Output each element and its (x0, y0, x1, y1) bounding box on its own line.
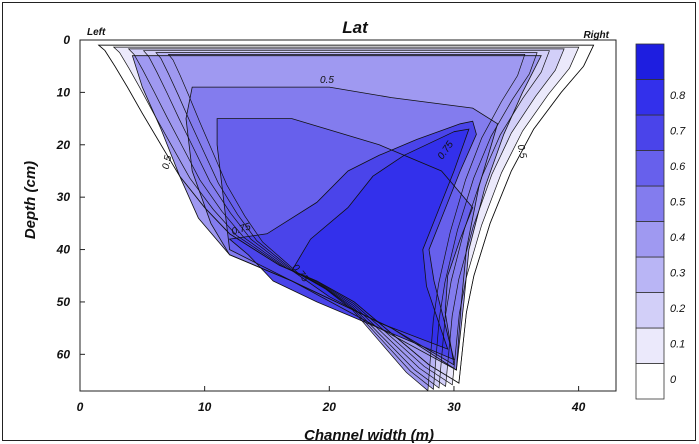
contour-line (127, 48, 565, 388)
colorbar: 0 0.1 0.2 0.3 0.4 0.5 0.6 0.7 0.8 (635, 43, 686, 400)
colorbar-tick-label: 0.3 (670, 268, 686, 280)
x-tick-label: 10 (198, 400, 212, 414)
contour-line (142, 50, 550, 389)
colorbar-tick-label: 0 (670, 374, 677, 386)
colorbar-swatch (635, 256, 665, 293)
y-tick-label: 0 (63, 33, 70, 47)
contour-fills (98, 45, 594, 391)
contour-label: 0.5 (320, 75, 334, 86)
colorbar-tick-label: 0.4 (670, 232, 685, 244)
colorbar-swatch (635, 292, 665, 329)
colorbar-tick-label: 0.7 (670, 126, 686, 138)
y-axis-label: Depth (cm) (22, 161, 39, 239)
axis-ticks: 0 10 20 30 40 0 10 20 30 40 50 60 (56, 33, 586, 414)
contour-line (131, 55, 542, 371)
colorbar-swatch (635, 221, 665, 258)
colorbar-swatch (635, 363, 665, 400)
y-tick-label: 60 (57, 347, 71, 361)
right-bank-label: Right (583, 30, 609, 41)
colorbar-tick-label: 0.8 (670, 90, 686, 102)
y-tick-label: 30 (57, 190, 71, 204)
x-tick-label: 20 (322, 400, 337, 414)
left-bank-label: Left (87, 27, 106, 38)
colorbar-swatch (635, 150, 665, 187)
colorbar-tick-label: 0.6 (670, 161, 686, 173)
colorbar-swatch (635, 327, 665, 364)
y-tick-label: 20 (56, 138, 71, 152)
colorbar-tick-label: 0.2 (670, 303, 685, 315)
contour-line (228, 120, 477, 361)
contour-label: 0.5 (515, 144, 529, 160)
colorbar-tick-label: 0.5 (670, 197, 686, 209)
colorbar-tick-label: 0.1 (670, 339, 685, 351)
colorbar-swatch (635, 114, 665, 151)
x-tick-label: 30 (447, 400, 461, 414)
section-outline (97, 44, 595, 384)
colorbar-swatch (635, 185, 665, 222)
y-tick-label: 10 (57, 85, 71, 99)
y-tick-label: 40 (56, 243, 71, 257)
contour-lines (97, 44, 595, 391)
contour-label: 0.5 (161, 154, 175, 170)
colorbar-swatch (635, 43, 665, 80)
contour-line (185, 86, 499, 371)
chart-title: Lat (342, 18, 369, 37)
x-axis-label: Channel width (m) (304, 427, 434, 444)
y-tick-label: 50 (57, 295, 71, 309)
x-tick-label: 40 (571, 400, 586, 414)
contour-line (216, 118, 474, 366)
x-tick-label: 0 (77, 400, 84, 414)
colorbar-swatch (635, 79, 665, 116)
contour-line (155, 52, 538, 390)
